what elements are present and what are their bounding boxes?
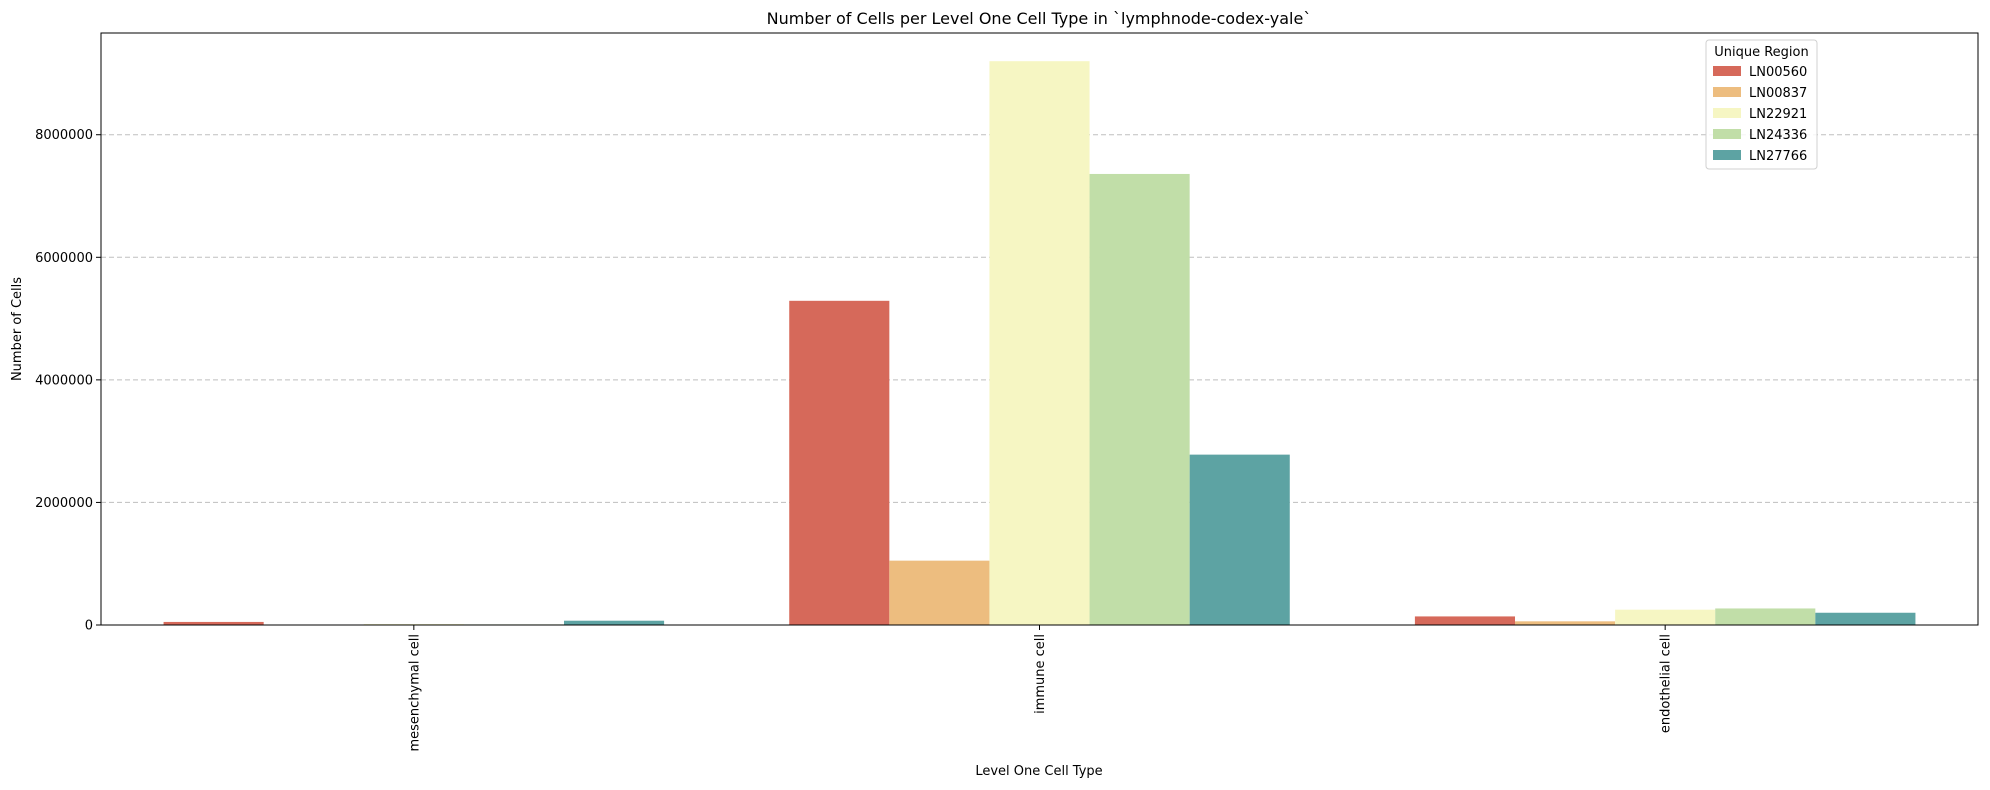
bar-LN00560-immune-cell [789, 300, 890, 625]
y-tick-label: 8000000 [35, 128, 93, 143]
bar-LN27766-immune-cell [1189, 454, 1290, 625]
bar-LN00837-endothelial-cell [1515, 621, 1616, 625]
bar-LN00837-immune-cell [889, 560, 990, 625]
bar-LN27766-mesenchymal-cell [563, 620, 665, 625]
y-axis: 0 2000000 4000000 6000000 8000000 [35, 128, 101, 634]
legend-swatch [1713, 108, 1741, 118]
legend-label: LN00837 [1749, 86, 1807, 101]
y-tick-label: 2000000 [35, 496, 93, 511]
legend-label: LN24336 [1749, 128, 1807, 143]
x-tick-label: immune cell [1033, 634, 1048, 714]
bar-LN22921-immune-cell [989, 61, 1090, 625]
bar-LN00560-endothelial-cell [1414, 616, 1516, 625]
bar-LN27766-endothelial-cell [1815, 612, 1916, 625]
chart-title: Number of Cells per Level One Cell Type … [767, 9, 1312, 28]
legend-label: LN00560 [1749, 65, 1807, 80]
legend-swatch [1713, 129, 1741, 139]
x-tick-label: mesenchymal cell [407, 634, 422, 752]
legend-label: LN27766 [1749, 149, 1807, 164]
bar-LN22921-endothelial-cell [1615, 609, 1716, 625]
bar-LN00560-mesenchymal-cell [163, 621, 264, 625]
y-axis-label: Number of Cells [10, 277, 25, 381]
y-tick-label: 4000000 [35, 373, 93, 388]
legend-title: Unique Region [1714, 45, 1809, 60]
y-tick-label: 6000000 [35, 251, 93, 266]
legend: Unique Region LN00560 LN00837 LN22921 LN243… [1705, 39, 1818, 170]
legend-label: LN22921 [1749, 107, 1807, 122]
legend-swatch [1713, 87, 1741, 97]
bars [163, 61, 1916, 625]
legend-items: LN00560 LN00837 LN22921 LN24336 LN27766 [1713, 65, 1807, 164]
x-axis: mesenchymal cell immune cell endothelial c… [407, 625, 1674, 752]
bar-LN24336-endothelial-cell [1715, 608, 1816, 625]
bar-LN24336-immune-cell [1089, 173, 1190, 625]
x-tick-label: endothelial cell [1659, 634, 1674, 733]
legend-swatch [1713, 150, 1741, 160]
y-tick-label: 0 [85, 619, 93, 634]
legend-swatch [1713, 66, 1741, 76]
x-axis-label: Level One Cell Type [975, 764, 1102, 779]
